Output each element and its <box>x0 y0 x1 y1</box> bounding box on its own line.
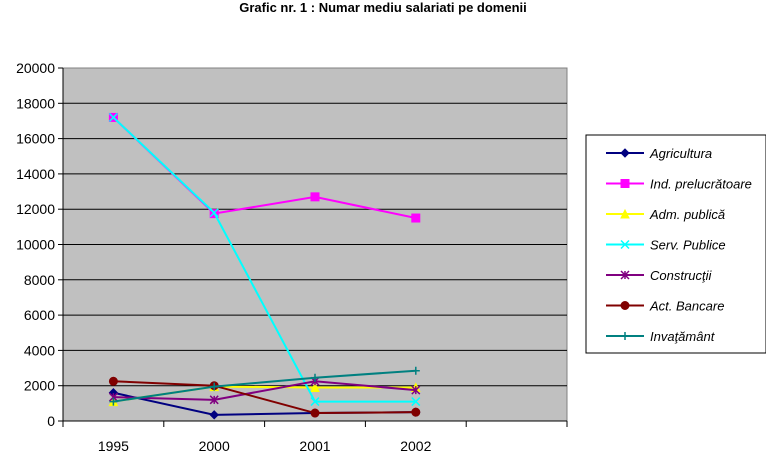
legend-swatch-marker <box>620 270 630 280</box>
legend-label: Adm. publică <box>649 207 725 222</box>
y-tick-label: 6000 <box>24 307 55 323</box>
series-group <box>108 112 421 420</box>
legend-label: Serv. Publice <box>650 238 726 253</box>
data-point <box>310 382 320 392</box>
y-tick-label: 14000 <box>16 166 55 182</box>
x-axis-ticks: 1995 2000 2001 2002 <box>98 438 432 454</box>
data-point <box>310 397 320 407</box>
y-tick-label: 18000 <box>16 95 55 111</box>
y-tick-label: 8000 <box>24 272 55 288</box>
y-tick-label: 2000 <box>24 378 55 394</box>
series-line <box>113 380 416 401</box>
data-point <box>310 408 320 418</box>
y-tick-label: 0 <box>47 413 55 429</box>
x-tick-label: 2000 <box>199 438 230 454</box>
legend-swatch-marker <box>620 239 630 250</box>
legend-label: Agricultura <box>649 146 712 161</box>
legend-label: Act. Bancare <box>649 299 724 314</box>
data-point <box>210 382 219 391</box>
series-line <box>113 380 416 415</box>
x-tick-label: 2001 <box>299 438 330 454</box>
data-point <box>209 410 219 420</box>
data-point <box>411 385 421 395</box>
chart-title: Grafic nr. 1 : Numar mediu salariati pe … <box>239 0 527 15</box>
y-tick-label: 16000 <box>16 131 55 147</box>
data-point <box>411 213 421 223</box>
legend-label: Construcţii <box>650 268 713 283</box>
data-point <box>209 208 219 218</box>
data-point <box>411 366 420 375</box>
axes <box>58 67 568 427</box>
legend-swatch-marker <box>620 179 630 188</box>
x-tick-label: 1995 <box>98 438 129 454</box>
data-point <box>311 373 319 382</box>
y-axis-ticks: 0 2000 4000 6000 8000 10000 12000 14000 16000 180… <box>16 60 55 429</box>
y-tick-label: 10000 <box>16 237 55 253</box>
data-point <box>108 112 118 122</box>
data-point <box>310 192 320 202</box>
legend-label: Invaţământ <box>650 329 716 344</box>
series-line <box>112 116 416 403</box>
legend-swatch-marker <box>620 148 630 158</box>
data-point <box>209 395 219 405</box>
data-point <box>411 407 421 417</box>
legend-label: Ind. prelucrătoare <box>650 177 752 192</box>
y-tick-label: 12000 <box>16 201 55 217</box>
data-point <box>109 397 118 406</box>
legend-swatch-marker <box>620 301 630 310</box>
legend-swatch-marker <box>621 332 629 340</box>
legend: Agricultura Ind. prelucrătoare Adm. public… <box>585 134 766 354</box>
data-point <box>411 397 421 407</box>
gridlines <box>63 102 567 387</box>
x-tick-label: 2002 <box>400 438 431 454</box>
series-line <box>113 369 416 403</box>
y-tick-label: 20000 <box>16 60 55 76</box>
legend-swatch-marker <box>620 208 630 219</box>
y-tick-label: 4000 <box>24 342 55 358</box>
data-point <box>108 376 118 386</box>
